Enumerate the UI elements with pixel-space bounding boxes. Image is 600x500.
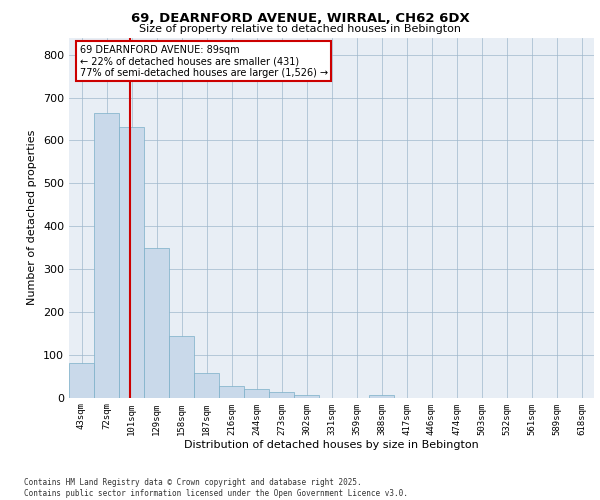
Text: 69 DEARNFORD AVENUE: 89sqm
← 22% of detached houses are smaller (431)
77% of sem: 69 DEARNFORD AVENUE: 89sqm ← 22% of deta… (79, 44, 328, 78)
Bar (269, 392, 294, 398)
Bar (169, 336, 194, 398)
Text: Size of property relative to detached houses in Bebington: Size of property relative to detached ho… (139, 24, 461, 34)
Bar (369, 394, 394, 398)
X-axis label: Distribution of detached houses by size in Bebington: Distribution of detached houses by size … (184, 440, 479, 450)
Bar (144, 248, 169, 398)
Bar (119, 126, 144, 398)
Bar (94, 112, 119, 398)
Text: 69, DEARNFORD AVENUE, WIRRAL, CH62 6DX: 69, DEARNFORD AVENUE, WIRRAL, CH62 6DX (131, 12, 469, 26)
Bar (219, 386, 244, 398)
Bar (294, 394, 319, 398)
Y-axis label: Number of detached properties: Number of detached properties (28, 130, 37, 305)
Text: Contains HM Land Registry data © Crown copyright and database right 2025.
Contai: Contains HM Land Registry data © Crown c… (24, 478, 408, 498)
Bar (194, 372, 219, 398)
Bar (69, 363, 94, 398)
Bar (244, 389, 269, 398)
